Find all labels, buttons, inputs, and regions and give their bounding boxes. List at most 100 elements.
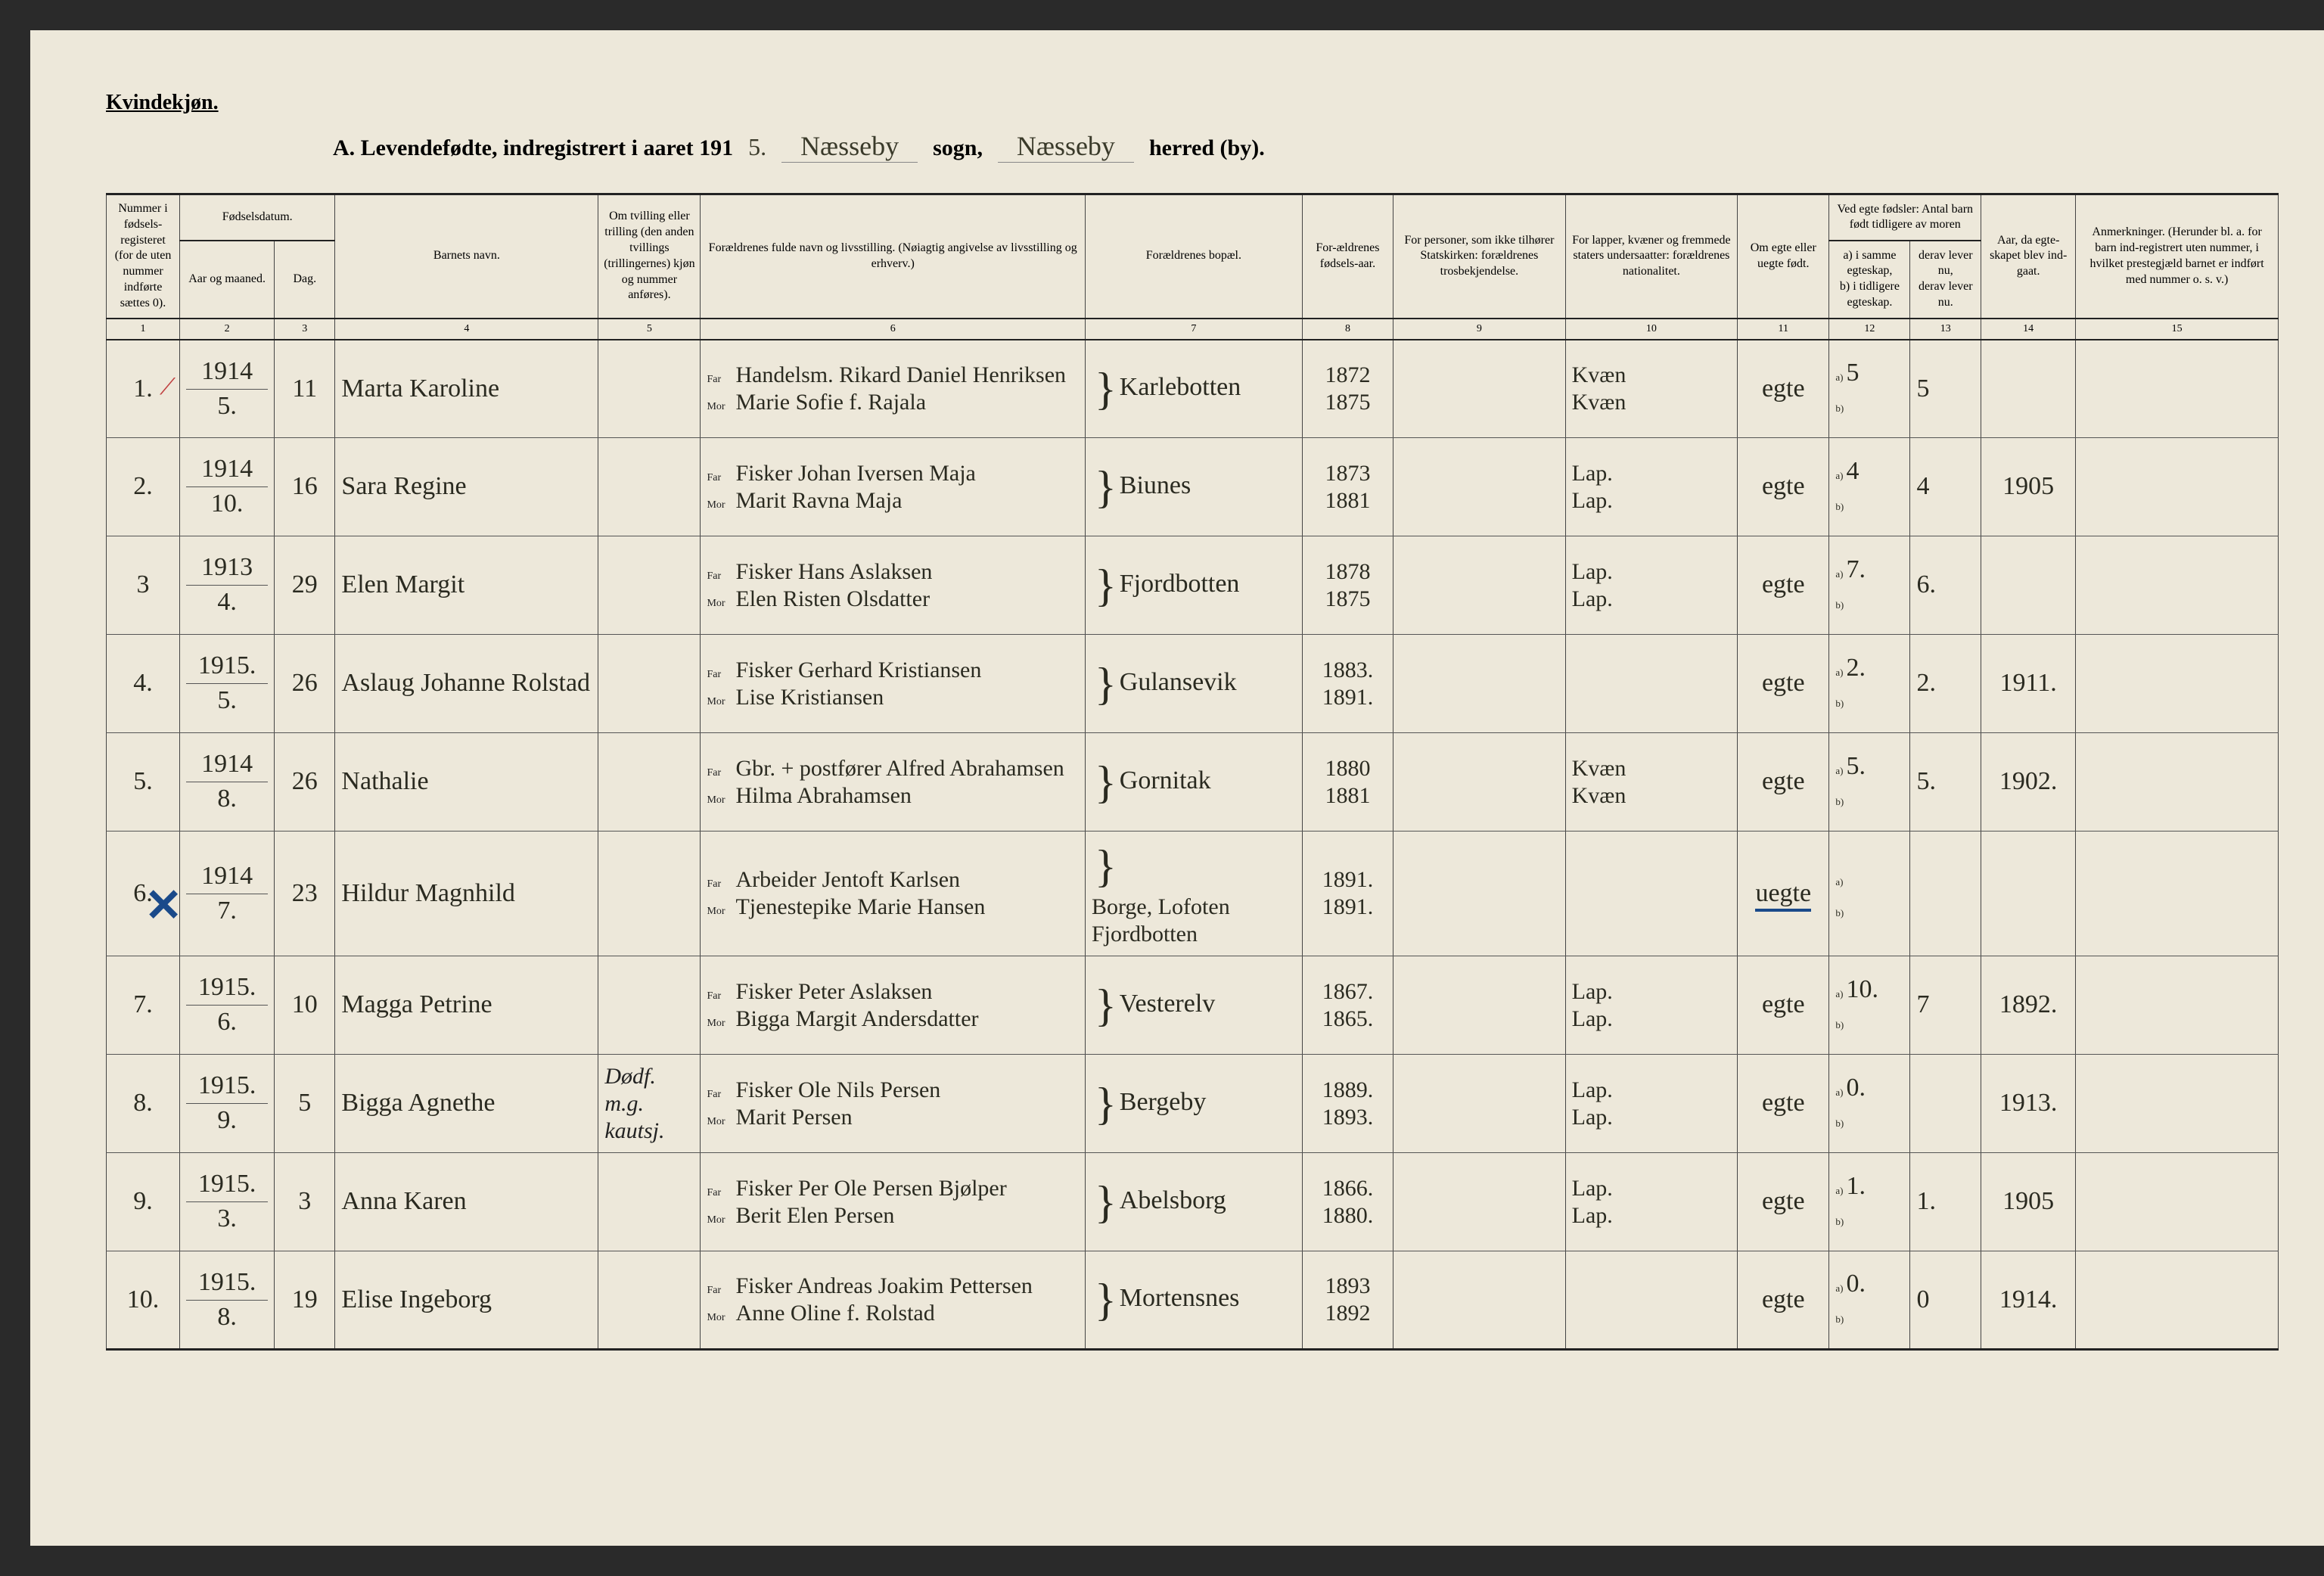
- title-row: A. Levendefødte, indregistrert i aaret 1…: [106, 130, 2279, 163]
- cell-legitimacy: uegte: [1738, 832, 1829, 956]
- mor-label: Mor: [707, 401, 729, 414]
- far-label: Far: [707, 1187, 729, 1200]
- table-row: ⟋1. 19145. 11 Marta Karoline FarHandelsm…: [107, 340, 2279, 438]
- colnum: 10: [1565, 319, 1737, 340]
- cell-twin: [598, 832, 701, 956]
- cell-twin: [598, 536, 701, 635]
- colnum: 2: [180, 319, 275, 340]
- table-row: ✕6. 19147. 23 Hildur Magnhild FarArbeide…: [107, 832, 2279, 956]
- cell-parents: FarFisker Gerhard Kristiansen MorLise Kr…: [701, 635, 1086, 733]
- cell-remarks: [2076, 1251, 2279, 1350]
- far-label: Far: [707, 767, 729, 780]
- cell-day: 19: [275, 1251, 335, 1350]
- cell-remarks: [2076, 832, 2279, 956]
- cell-child-name: Hildur Magnhild: [335, 832, 598, 956]
- cell-parent-years: 1883.1891.: [1302, 635, 1393, 733]
- col-header-6: Forældrenes fulde navn og livsstilling. …: [701, 194, 1086, 319]
- col-header-12: a) i samme egteskap, b) i tidligere egte…: [1829, 241, 1910, 319]
- cell-child-name: Nathalie: [335, 733, 598, 832]
- cell-parents: FarFisker Peter Aslaksen MorBigga Margit…: [701, 956, 1086, 1055]
- cell-prev-children: a)0. b): [1829, 1251, 1910, 1350]
- cell-child-name: Anna Karen: [335, 1153, 598, 1251]
- far-label: Far: [707, 1285, 729, 1298]
- cell-number: 5.: [107, 733, 180, 832]
- cell-twin: [598, 340, 701, 438]
- column-numbers-row: 1 2 3 4 5 6 7 8 9 10 11 12 13 14 15: [107, 319, 2279, 340]
- far-label: Far: [707, 878, 729, 891]
- cell-remarks: [2076, 733, 2279, 832]
- cell-legitimacy: egte: [1738, 438, 1829, 536]
- cell-nationality: [1565, 635, 1737, 733]
- cell-child-name: Sara Regine: [335, 438, 598, 536]
- table-row: 2. 191410. 16 Sara Regine FarFisker Joha…: [107, 438, 2279, 536]
- cell-marriage-year: [1981, 340, 2076, 438]
- colnum: 12: [1829, 319, 1910, 340]
- cell-marriage-year: 1914.: [1981, 1251, 2076, 1350]
- cell-nationality: KvænKvæn: [1565, 340, 1737, 438]
- mor-label: Mor: [707, 1214, 729, 1227]
- cell-year-month: 1915.3.: [180, 1153, 275, 1251]
- cell-parents: FarFisker Ole Nils Persen MorMarit Perse…: [701, 1055, 1086, 1153]
- cell-day: 10: [275, 956, 335, 1055]
- cell-nationality: [1565, 832, 1737, 956]
- cell-residence: }Mortensnes: [1085, 1251, 1302, 1350]
- cell-living: 1.: [1910, 1153, 1981, 1251]
- cell-residence: }Gulansevik: [1085, 635, 1302, 733]
- cell-number: 7.: [107, 956, 180, 1055]
- cell-child-name: Marta Karoline: [335, 340, 598, 438]
- cell-parent-years: 1889.1893.: [1302, 1055, 1393, 1153]
- cell-parents: FarGbr. + postfører Alfred Abrahamsen Mo…: [701, 733, 1086, 832]
- cell-remarks: [2076, 438, 2279, 536]
- cell-year-month: 19148.: [180, 733, 275, 832]
- cell-parent-years: 1891.1891.: [1302, 832, 1393, 956]
- colnum: 14: [1981, 319, 2076, 340]
- cell-remarks: [2076, 536, 2279, 635]
- cell-child-name: Elen Margit: [335, 536, 598, 635]
- mor-label: Mor: [707, 1018, 729, 1030]
- cell-residence: }Karlebotten: [1085, 340, 1302, 438]
- cell-twin: [598, 635, 701, 733]
- cell-residence: }Abelsborg: [1085, 1153, 1302, 1251]
- x-annotation-icon: ✕: [144, 878, 182, 933]
- cell-residence: }Biunes: [1085, 438, 1302, 536]
- mor-label: Mor: [707, 1312, 729, 1325]
- cell-living: 2.: [1910, 635, 1981, 733]
- cell-religion: [1393, 733, 1565, 832]
- cell-legitimacy: egte: [1738, 733, 1829, 832]
- cell-prev-children: a)2. b): [1829, 635, 1910, 733]
- cell-remarks: [2076, 635, 2279, 733]
- title-prefix: A. Levendefødte, indregistrert i aaret 1…: [333, 135, 733, 161]
- col-header-10: For lapper, kvæner og fremmede staters u…: [1565, 194, 1737, 319]
- cell-year-month: 1915.8.: [180, 1251, 275, 1350]
- table-row: 9. 1915.3. 3 Anna Karen FarFisker Per Ol…: [107, 1153, 2279, 1251]
- cell-year-month: 19147.: [180, 832, 275, 956]
- col-header-9: For personer, som ikke tilhører Statskir…: [1393, 194, 1565, 319]
- cell-religion: [1393, 1153, 1565, 1251]
- cell-twin: [598, 438, 701, 536]
- cell-number: ✕6.: [107, 832, 180, 956]
- cell-legitimacy: egte: [1738, 1055, 1829, 1153]
- mor-label: Mor: [707, 1116, 729, 1129]
- far-label: Far: [707, 669, 729, 682]
- cell-legitimacy: egte: [1738, 635, 1829, 733]
- cell-year-month: 19145.: [180, 340, 275, 438]
- colnum: 9: [1393, 319, 1565, 340]
- cell-year-month: 1915.5.: [180, 635, 275, 733]
- col-header-11: Om egte eller uegte født.: [1738, 194, 1829, 319]
- register-page: Kvindekjøn. A. Levendefødte, indregistre…: [30, 30, 2324, 1546]
- table-row: 4. 1915.5. 26 Aslaug Johanne Rolstad Far…: [107, 635, 2279, 733]
- cell-number: 9.: [107, 1153, 180, 1251]
- cell-religion: [1393, 1055, 1565, 1153]
- mor-label: Mor: [707, 499, 729, 512]
- cell-nationality: KvænKvæn: [1565, 733, 1737, 832]
- cell-prev-children: a)5. b): [1829, 733, 1910, 832]
- far-label: Far: [707, 570, 729, 583]
- mor-label: Mor: [707, 794, 729, 807]
- cell-marriage-year: [1981, 536, 2076, 635]
- cell-day: 26: [275, 733, 335, 832]
- mor-label: Mor: [707, 906, 729, 919]
- cell-nationality: Lap.Lap.: [1565, 956, 1737, 1055]
- col-header-14: Aar, da egte-skapet blev ind-gaat.: [1981, 194, 2076, 319]
- cell-religion: [1393, 536, 1565, 635]
- table-row: 5. 19148. 26 Nathalie FarGbr. + postføre…: [107, 733, 2279, 832]
